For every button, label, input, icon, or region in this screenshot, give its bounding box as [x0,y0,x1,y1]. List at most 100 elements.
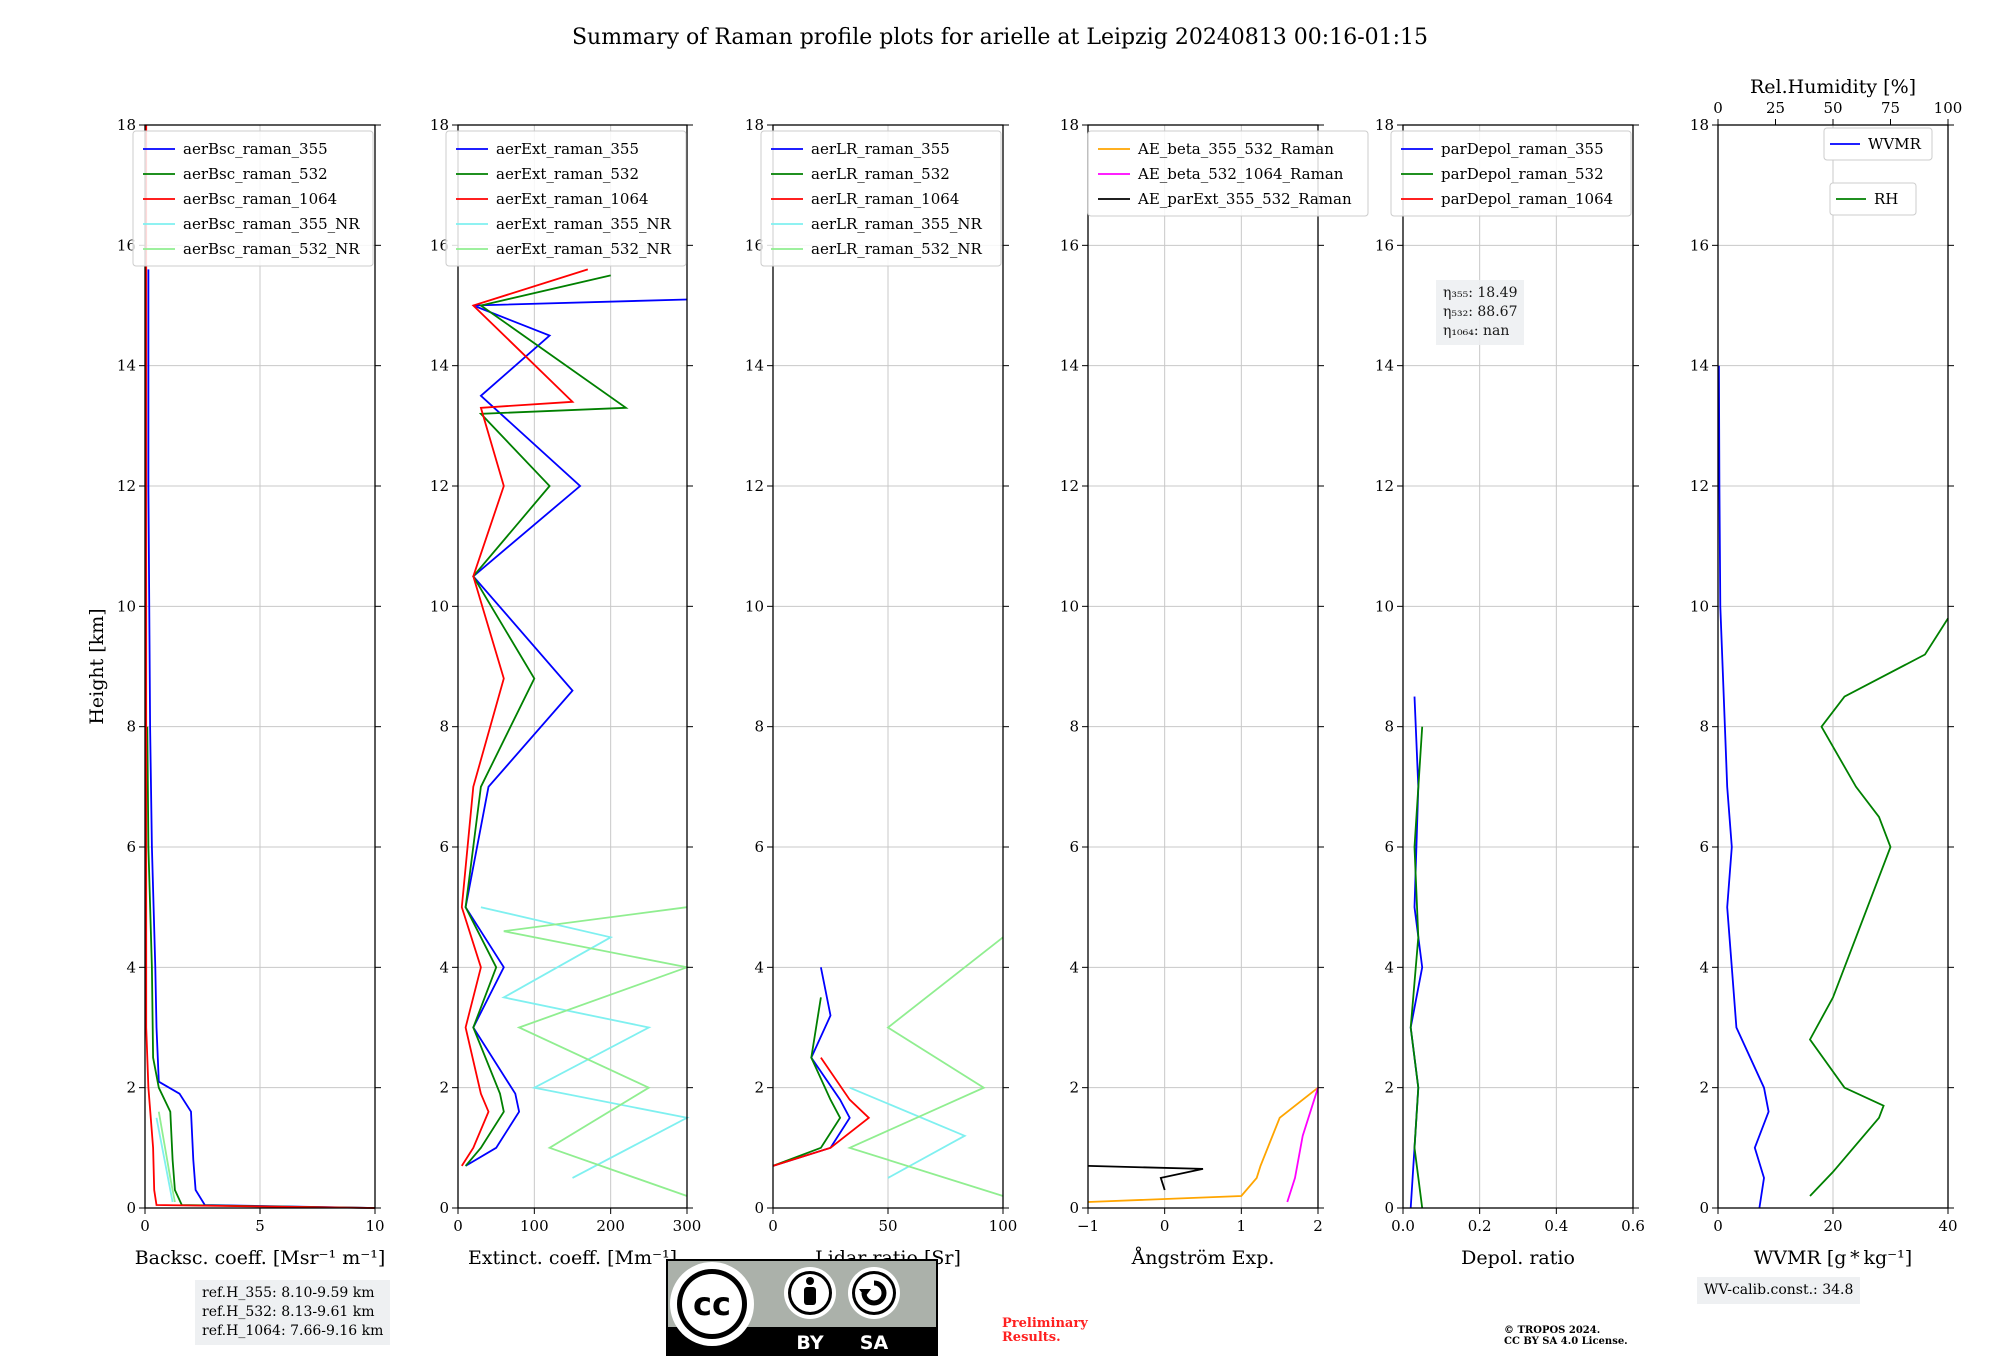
y-tick-label: 14 [430,357,449,375]
y-tick-label: 14 [1060,357,1079,375]
top-x-tick-label: 50 [1823,99,1842,117]
cc-icon: cc [693,1285,731,1323]
x-axis-label: Ångström Exp. [1131,1247,1275,1269]
x-tick-label: 0.6 [1621,1217,1645,1235]
y-tick-label: 18 [1375,116,1394,134]
series-line-aerExt_raman_355 [464,298,688,1167]
y-tick-label: 12 [1375,477,1394,495]
legend-box [1823,127,1933,161]
y-tick-label: 4 [754,958,764,976]
series-line-aerBsc_raman_1064 [145,125,376,1209]
top-x-tick-label: 0 [1713,99,1723,117]
share-alike-icon [861,1280,887,1306]
series-line-aerLR_raman_532 [772,997,842,1167]
y-tick-label: 16 [745,236,764,254]
legend-label-aerExt_raman_355_NR: aerExt_raman_355_NR [496,215,672,233]
y-tick-label: 18 [1690,116,1709,134]
y-tick-label: 16 [1375,236,1394,254]
series-line-aerExt_raman_1064 [460,268,589,1167]
y-tick-label: 16 [117,236,136,254]
legend-RH: RH [1829,182,1917,216]
eta-532: η₅₃₂: 88.67 [1443,304,1518,320]
y-tick-label: 2 [1069,1079,1079,1097]
y-tick-label: 0 [1069,1199,1079,1217]
y-tick-label: 8 [754,718,764,736]
y-tick-label: 2 [1699,1079,1709,1097]
y-tick-label: 10 [1060,597,1079,615]
ref-h-1064: ref.H_1064: 7.66-9.16 km [202,1323,384,1339]
legend-label-AE_beta_532_1064_Raman: AE_beta_532_1064_Raman [1137,165,1344,183]
series-line-AE_parExt_355_532_Raman [1087,1165,1204,1191]
x-tick-label: 0.2 [1468,1217,1492,1235]
x-tick-label: 20 [1823,1217,1842,1235]
y-tick-label: 12 [1060,477,1079,495]
series-line-parDepol_raman_532 [1409,726,1424,1209]
y-tick-label: 4 [126,958,136,976]
ref-h-532: ref.H_532: 8.13-9.61 km [202,1304,375,1320]
series-line-aerBsc_raman_355_NR [155,1117,174,1203]
x-tick-label: 5 [255,1217,265,1235]
y-tick-label: 18 [117,116,136,134]
top-x-axis-label: Rel.Humidity [%] [1750,76,1916,98]
y-tick-label: 2 [1384,1079,1394,1097]
series-line-WVMR [1718,365,1770,1209]
y-tick-label: 0 [126,1199,136,1217]
y-tick-label: 14 [1690,357,1709,375]
series-line-aerLR_raman_1064 [772,1057,871,1167]
legend-label-aerExt_raman_355: aerExt_raman_355 [496,140,639,158]
legend: parDepol_raman_355 parDepol_raman_532 parD… [1390,130,1632,217]
figure-title: Summary of Raman profile plots for ariel… [572,25,1428,50]
legend-label-aerLR_raman_532_NR: aerLR_raman_532_NR [811,240,982,258]
y-tick-label: 12 [1690,477,1709,495]
legend-label-aerLR_raman_1064: aerLR_raman_1064 [811,190,959,208]
by-label: BY [796,1332,823,1354]
y-tick-label: 10 [430,597,449,615]
y-axis-label: Height [km] [86,608,108,724]
series-line-aerExt_raman_532_NR [503,906,691,1197]
y-tick-label: 18 [745,116,764,134]
legend-label-AE_beta_355_532_Raman: AE_beta_355_532_Raman [1137,140,1334,158]
x-tick-label: 0 [1713,1217,1723,1235]
eta-1064: η₁₀₆₄: nan [1443,323,1510,339]
top-x-tick-label: 100 [1934,99,1963,117]
legend: aerLR_raman_355 aerLR_raman_532 aerLR_rama… [760,130,1002,267]
y-tick-label: 12 [745,477,764,495]
x-tick-label: 0 [1160,1217,1170,1235]
x-tick-label: 40 [1938,1217,1957,1235]
eta-355: η₃₅₅: 18.49 [1443,285,1518,301]
y-tick-label: 16 [1690,236,1709,254]
legend-label-parDepol_raman_532: parDepol_raman_532 [1441,165,1604,183]
series-line-aerBsc_raman_532_NR [157,1111,176,1203]
series-line-AE_beta_532_1064_Raman [1286,1087,1319,1203]
sa-inner [855,1274,893,1312]
y-tick-label: 12 [117,477,136,495]
axes-frame [457,124,688,1209]
y-tick-label: 8 [1699,718,1709,736]
y-tick-label: 6 [1384,838,1394,856]
y-tick-label: 4 [439,958,449,976]
series-line-AE_beta_355_532_Raman [1087,1086,1319,1203]
x-tick-label: 200 [596,1217,625,1235]
series-line-aerLR_raman_355_NR [849,1086,967,1179]
y-tick-label: 6 [126,838,136,856]
y-tick-label: 10 [1375,597,1394,615]
legend-label-aerBsc_raman_1064: aerBsc_raman_1064 [183,190,337,208]
axes-frame [1402,124,1634,1209]
y-tick-label: 18 [1060,116,1079,134]
y-tick-label: 12 [430,477,449,495]
y-tick-label: 0 [754,1199,764,1217]
y-tick-label: 14 [745,357,764,375]
x-tick-label: 0.0 [1391,1217,1415,1235]
legend-label-parDepol_raman_1064: parDepol_raman_1064 [1441,190,1613,208]
y-tick-label: 10 [1690,597,1709,615]
legend-box [1087,130,1369,217]
y-tick-label: 0 [1384,1199,1394,1217]
x-axis-label: Depol. ratio [1461,1247,1575,1269]
y-tick-label: 6 [1699,838,1709,856]
wv-calib-box: WV-calib.const.: 34.8 [1697,1277,1861,1304]
legend-label: RH [1874,190,1898,208]
